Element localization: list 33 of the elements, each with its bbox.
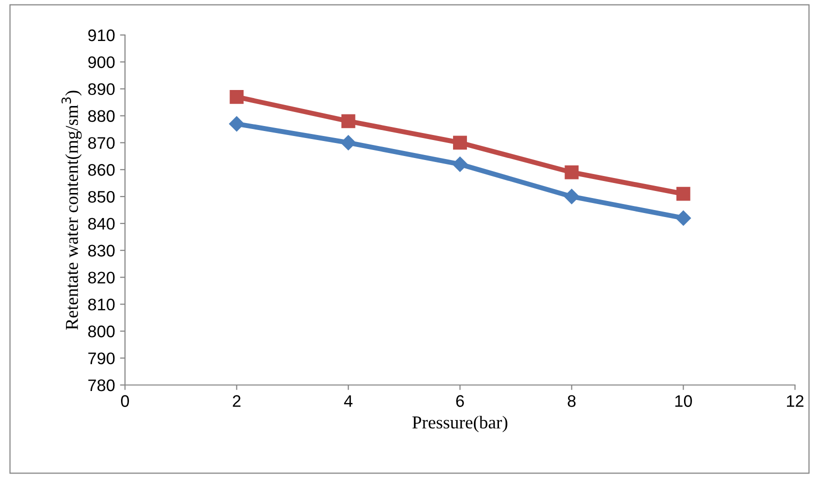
- y-tick-label: 790: [88, 352, 115, 364]
- y-tick-label: 850: [88, 190, 115, 203]
- x-tick-label: 10: [675, 395, 692, 407]
- x-axis-title: Pressure(bar): [412, 416, 508, 432]
- point: [564, 188, 580, 204]
- point: [564, 165, 579, 180]
- x-tick-label: 4: [344, 395, 352, 407]
- point: [452, 156, 468, 172]
- y-tick-label: 820: [88, 272, 115, 284]
- y-axis-title: Retentate water content(mg/sm$^{3}$): [62, 90, 82, 330]
- x-tick-label: 6: [456, 395, 464, 407]
- y-tick-label: 900: [88, 56, 115, 68]
- y-tick-label: 910: [88, 29, 115, 42]
- x-tick-label: 12: [787, 395, 804, 407]
- point: [230, 90, 244, 104]
- x-tick-label: 2: [232, 395, 240, 407]
- y-tick-label: 800: [88, 326, 115, 338]
- point: [676, 186, 690, 201]
- y-tick-label: 840: [88, 218, 115, 230]
- x-tick-label: 0: [121, 395, 129, 407]
- y-tick-label: 890: [88, 83, 115, 96]
- y-tick-label: 880: [88, 110, 115, 122]
- point: [676, 210, 691, 226]
- y-tick-label: 830: [88, 244, 115, 257]
- x-tick-label: 8: [568, 395, 576, 407]
- point: [453, 136, 467, 150]
- y-tick-label: 860: [88, 164, 115, 176]
- point: [341, 114, 356, 128]
- y-tick-label: 810: [88, 298, 115, 310]
- y-tick-label: 780: [88, 379, 115, 392]
- point: [340, 135, 356, 150]
- y-tick-label: 870: [88, 137, 115, 149]
- point: [229, 116, 244, 132]
